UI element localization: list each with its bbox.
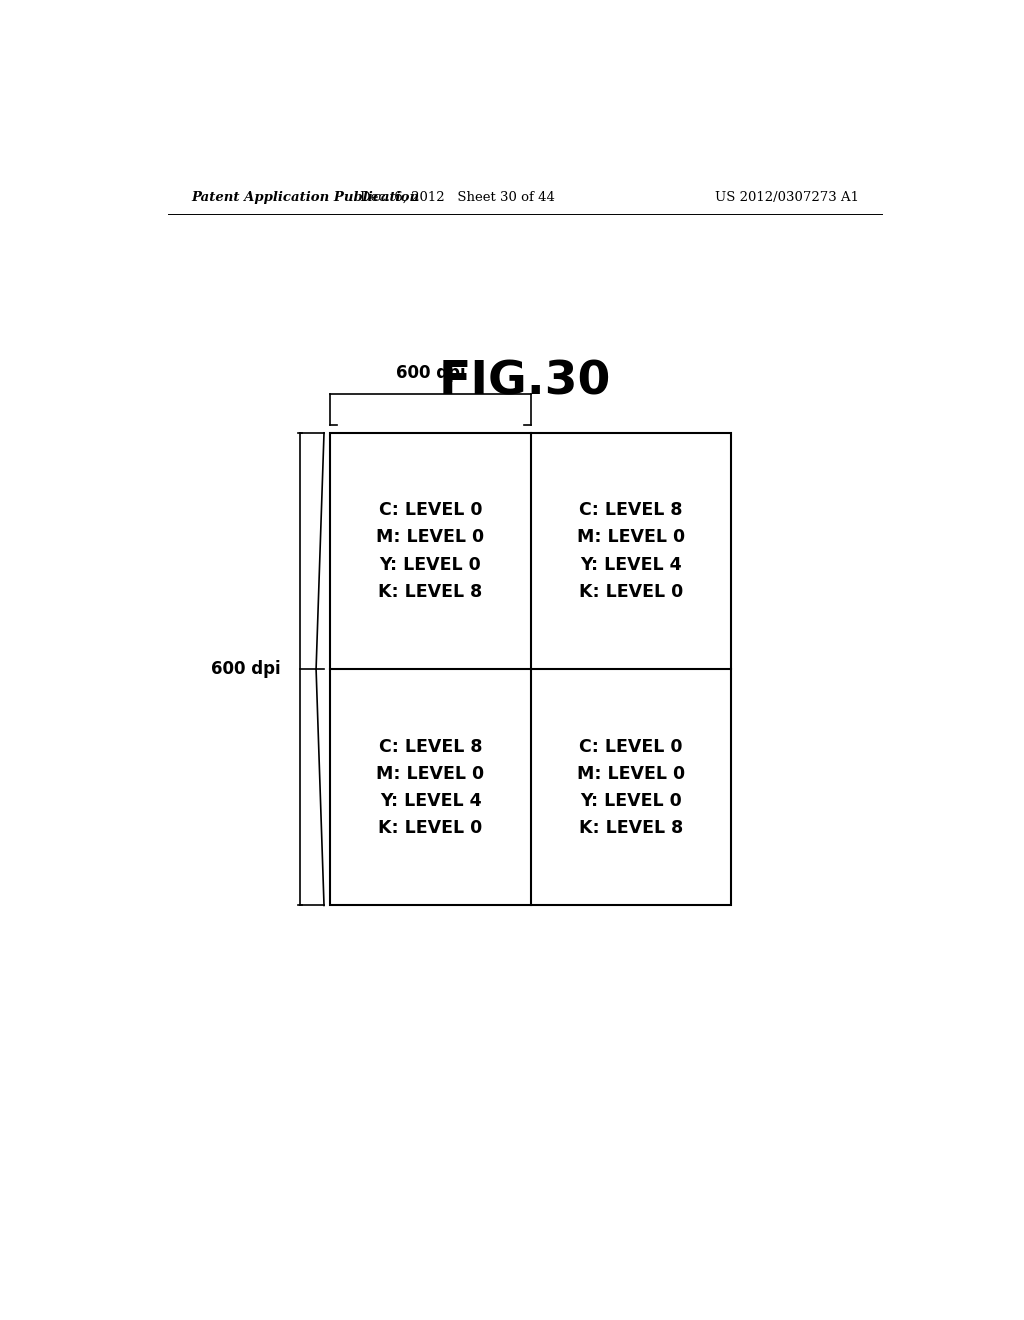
Text: 600 dpi: 600 dpi [211, 660, 281, 678]
Text: C: LEVEL 8
M: LEVEL 0
Y: LEVEL 4
K: LEVEL 0: C: LEVEL 8 M: LEVEL 0 Y: LEVEL 4 K: LEVE… [577, 502, 685, 601]
Text: 600 dpi: 600 dpi [395, 364, 465, 381]
Text: FIG.30: FIG.30 [438, 359, 611, 404]
Text: Patent Application Publication: Patent Application Publication [191, 190, 420, 203]
Text: Dec. 6, 2012   Sheet 30 of 44: Dec. 6, 2012 Sheet 30 of 44 [359, 190, 555, 203]
Text: C: LEVEL 0
M: LEVEL 0
Y: LEVEL 0
K: LEVEL 8: C: LEVEL 0 M: LEVEL 0 Y: LEVEL 0 K: LEVE… [577, 738, 685, 837]
Bar [331, 433, 731, 906]
Text: C: LEVEL 8
M: LEVEL 0
Y: LEVEL 4
K: LEVEL 0: C: LEVEL 8 M: LEVEL 0 Y: LEVEL 4 K: LEVE… [377, 738, 484, 837]
Text: US 2012/0307273 A1: US 2012/0307273 A1 [715, 190, 859, 203]
Text: C: LEVEL 0
M: LEVEL 0
Y: LEVEL 0
K: LEVEL 8: C: LEVEL 0 M: LEVEL 0 Y: LEVEL 0 K: LEVE… [377, 502, 484, 601]
